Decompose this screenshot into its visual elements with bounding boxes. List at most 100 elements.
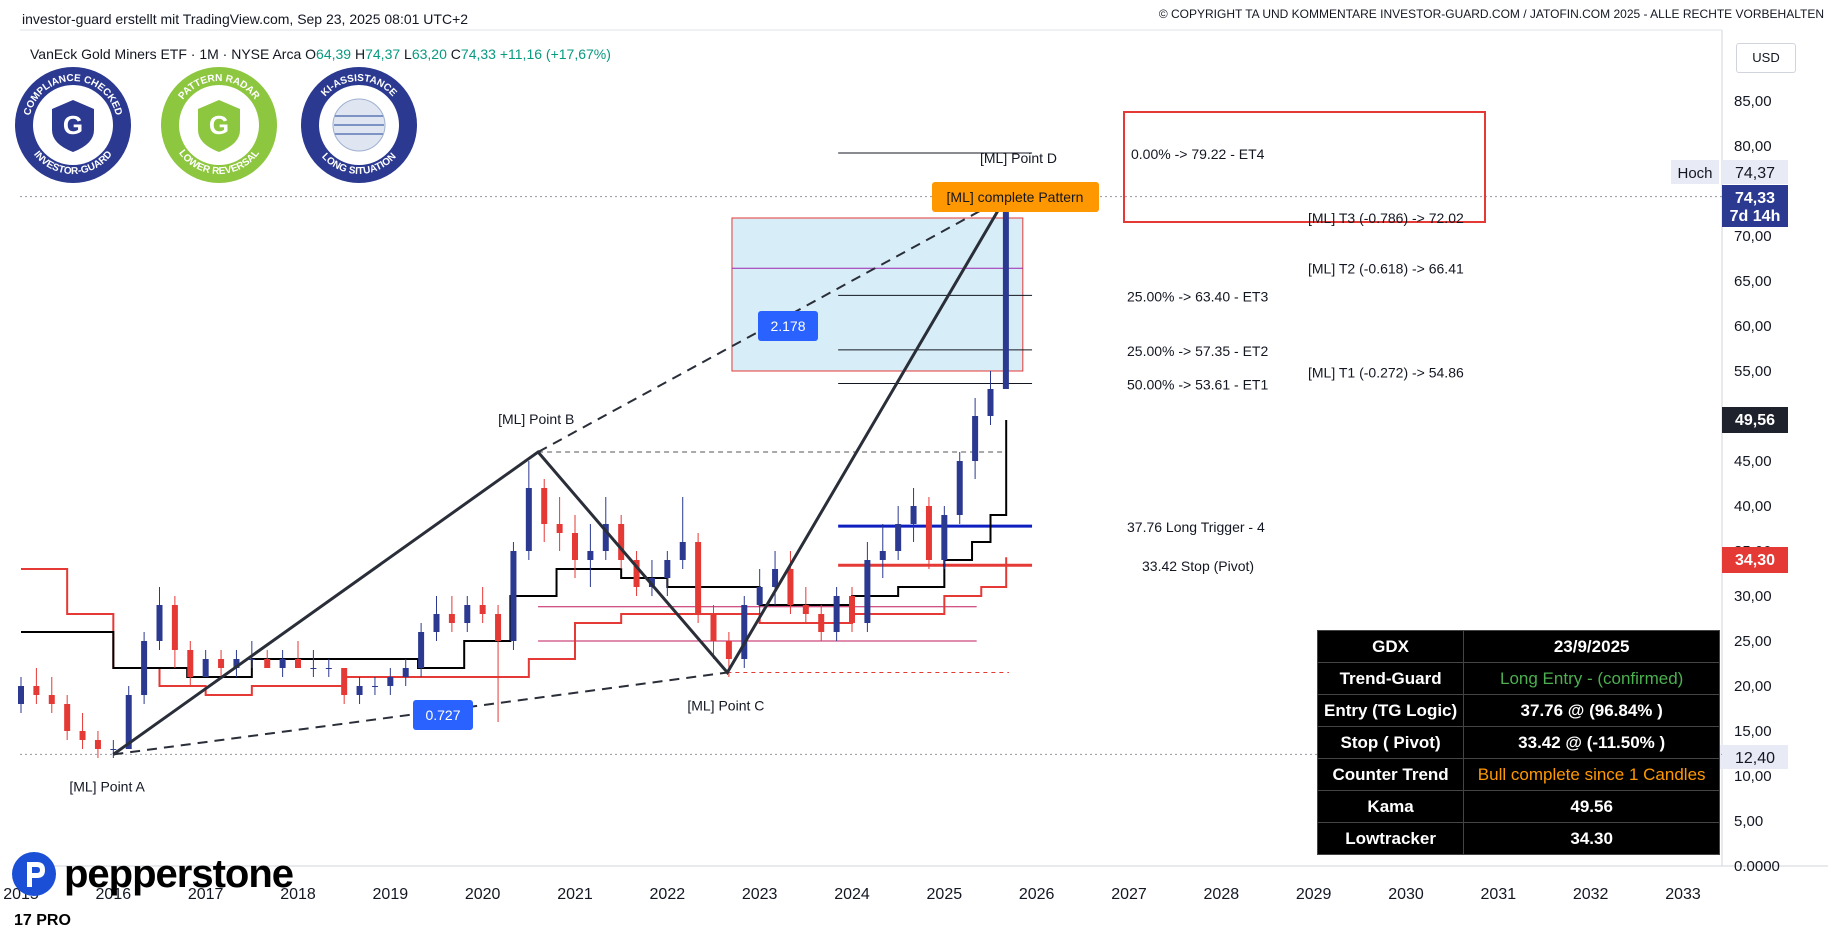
lowtracker-line [21, 557, 1008, 696]
candle-body [556, 524, 563, 533]
lowtracker-tag-text: 34,30 [1735, 552, 1775, 569]
pepperstone-text: pepperstone [64, 851, 294, 896]
high-tag-label-bg [1671, 160, 1719, 184]
y-tick-label: 15,00 [1734, 723, 1772, 740]
high-tag-label: Hoch [1677, 165, 1712, 182]
point-a-label: [ML] Point A [69, 778, 145, 794]
row-label: Entry (TG Logic) [1316, 694, 1465, 727]
complete-pattern-box [932, 182, 1099, 212]
ki-assistance-badge: KI-ASSISTANCE LONG SITUATION [301, 67, 417, 183]
table-row: Kama 49.56 [1316, 790, 1721, 823]
high-tag-bg [1722, 160, 1788, 184]
row-label: Counter Trend [1316, 758, 1465, 791]
row-value: 49.56 [1463, 790, 1721, 823]
ratio-ab-box [413, 700, 473, 730]
shield-icon [52, 100, 94, 152]
candle-body [187, 650, 194, 677]
chart-attribution: investor-guard erstellt mit TradingView.… [22, 11, 469, 27]
y-tick-label: 20,00 [1734, 678, 1772, 695]
low-label: L [404, 46, 412, 62]
row-label: Trend-Guard [1316, 662, 1465, 695]
pattern-bd-dashed [537, 195, 1007, 453]
y-tick-label: 5,00 [1734, 813, 1763, 830]
candle-body [64, 704, 71, 731]
pattern-radar-badge: G PATTERN RADAR LOWER REVERSAL [161, 67, 277, 183]
x-tick-label: 2026 [1019, 886, 1055, 903]
x-tick-label: 2028 [1204, 886, 1240, 903]
table-row: Counter Trend Bull complete since 1 Candl… [1316, 758, 1721, 791]
last-price-tag-bg [1722, 185, 1788, 227]
x-tick-label: 2029 [1296, 886, 1332, 903]
candle-body [310, 668, 317, 669]
y-tick-label: 80,00 [1734, 138, 1772, 155]
x-tick-label: 2016 [96, 886, 132, 903]
lowtracker-tag-bg [1722, 547, 1788, 573]
candle-body [541, 488, 548, 524]
candle-body [895, 524, 902, 551]
row-value: 37.76 @ (96.84% ) [1463, 694, 1721, 727]
candle-body [849, 596, 855, 623]
candle-body [341, 668, 348, 695]
candle-body [264, 659, 271, 668]
x-tick-label: 2027 [1111, 886, 1147, 903]
x-tick-label: 2017 [188, 886, 224, 903]
level-label: 25.00% -> 57.35 - ET2 [1127, 343, 1268, 359]
candle-body [710, 614, 717, 641]
kama-tag-bg [1722, 407, 1788, 433]
candle-body [833, 596, 840, 632]
candle-body [587, 551, 594, 560]
candle-body [495, 614, 502, 641]
shield-icon [198, 100, 240, 152]
pattern-abcd-line [112, 195, 1008, 756]
row-value: 23/9/2025 [1463, 630, 1721, 663]
target-label: [ML] T3 (-0.786) -> 72.02 [1308, 210, 1464, 226]
pepperstone-logo: pepperstone [10, 850, 294, 898]
high-label: H [354, 46, 366, 62]
candle-body [141, 641, 148, 695]
ratio-cd-label: 2.178 [770, 318, 805, 334]
last-price-tag-text: 7d 14h [1730, 208, 1781, 225]
point-b-label: [ML] Point B [498, 411, 574, 427]
signal-table: GDX 23/9/2025 Trend-Guard Long Entry - (con… [1316, 630, 1721, 855]
ratio-ab-label: 0.727 [425, 707, 460, 723]
x-tick-label: 2020 [465, 886, 501, 903]
tradingview-logo: 17 PRO [14, 912, 71, 929]
level-label: 50.00% -> 53.61 - ET1 [1127, 377, 1268, 393]
candle-body [864, 560, 871, 623]
candle-body [94, 740, 101, 749]
last-price-tag-text: 74,33 [1735, 190, 1775, 207]
y-tick-label: 30,00 [1734, 588, 1772, 605]
candle-body [18, 686, 24, 704]
open-value: 64,39 [316, 46, 352, 62]
y-tick-label: 55,00 [1734, 363, 1772, 380]
candle-body [772, 569, 779, 587]
symbol-name: VanEck Gold Miners ETF · 1M · NYSE Arca [30, 46, 302, 62]
x-tick-label: 2024 [834, 886, 870, 903]
high-value: 74,37 [365, 46, 401, 62]
candle-body [525, 488, 532, 551]
et4-box [1123, 111, 1486, 223]
candle-body [941, 515, 948, 560]
candle-body [910, 506, 917, 524]
candle-body [387, 677, 394, 686]
candle-body [371, 686, 378, 687]
candle-body [325, 668, 332, 669]
y-tick-label: 0.0000 [1734, 858, 1780, 875]
candle-body [1002, 197, 1009, 389]
candle-body [987, 389, 994, 416]
currency-selector[interactable]: USD [1736, 43, 1796, 73]
g-icon: G [209, 110, 229, 140]
x-tick-label: 2031 [1481, 886, 1517, 903]
x-tick-label: 2018 [280, 886, 316, 903]
table-row: Stop ( Pivot) 33.42 @ (-11.50% ) [1316, 726, 1721, 759]
y-tick-label: 65,00 [1734, 273, 1772, 290]
close-value: 74,33 [460, 46, 496, 62]
globe-lines [334, 115, 384, 135]
y-tick-label: 85,00 [1734, 93, 1772, 110]
candle-body [79, 731, 86, 740]
candle-body [356, 686, 363, 695]
row-value: Bull complete since 1 Candles [1463, 758, 1721, 791]
y-tick-label: 70,00 [1734, 228, 1772, 245]
ohlc-legend: VanEck Gold Miners ETF · 1M · NYSE Arca … [30, 46, 611, 62]
